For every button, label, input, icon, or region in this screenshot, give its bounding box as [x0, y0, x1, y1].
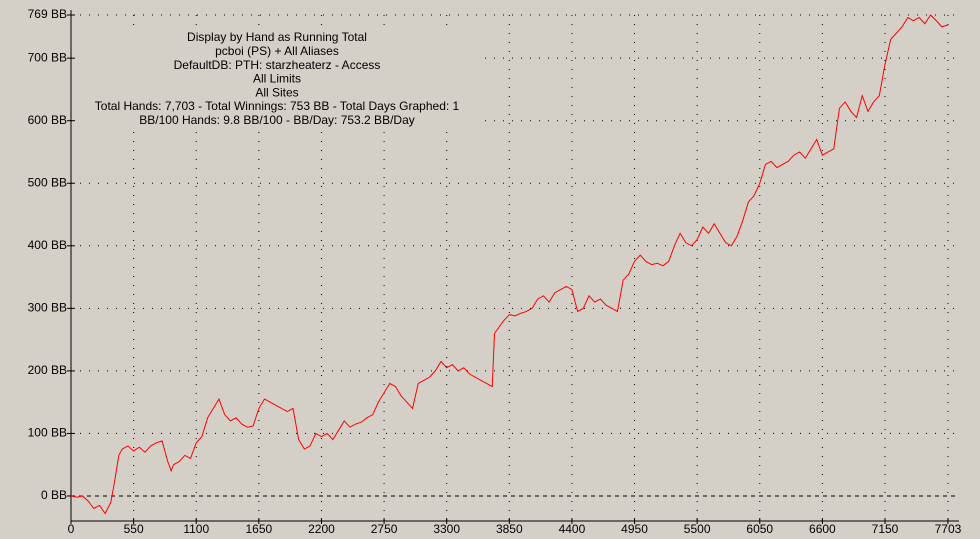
x-tick-label: 4950 — [621, 522, 648, 536]
annotation: pcboi (PS) + All Aliases — [215, 44, 339, 58]
y-tick-label: 600 BB — [28, 113, 67, 127]
annotation: DefaultDB: PTH: starzheaterz - Access — [174, 58, 381, 72]
x-tick-label: 7703 — [935, 522, 962, 536]
y-tick-label: 769 BB — [28, 7, 67, 21]
annotation: All Limits — [253, 72, 301, 86]
y-tick-label: 300 BB — [28, 301, 67, 315]
y-tick-label: 700 BB — [28, 50, 67, 64]
annotation: BB/100 Hands: 9.8 BB/100 - BB/Day: 753.2… — [139, 113, 415, 127]
y-tick-label: 0 BB — [41, 488, 67, 502]
x-tick-label: 3850 — [496, 522, 523, 536]
y-tick-label: 400 BB — [28, 238, 67, 252]
annotation: Display by Hand as Running Total — [187, 30, 367, 44]
x-tick-label: 1100 — [183, 522, 209, 536]
x-tick-label: 2200 — [308, 522, 335, 536]
x-tick-label: 1650 — [245, 522, 272, 536]
y-tick-label: 100 BB — [28, 426, 67, 440]
annotation: All Sites — [255, 85, 298, 99]
x-tick-label: 6050 — [746, 522, 773, 536]
x-tick-label: 550 — [124, 522, 144, 536]
y-tick-label: 500 BB — [28, 175, 67, 189]
x-tick-label: 5500 — [684, 522, 711, 536]
x-tick-label: 0 — [68, 522, 75, 536]
x-tick-label: 2750 — [371, 522, 398, 536]
x-tick-label: 4400 — [559, 522, 586, 536]
x-tick-label: 3300 — [433, 522, 460, 536]
x-tick-label: 7150 — [872, 522, 899, 536]
y-tick-label: 200 BB — [28, 363, 67, 377]
annotation: Total Hands: 7,703 - Total Winnings: 753… — [95, 99, 460, 113]
data-line — [70, 14, 949, 515]
annotation-background — [78, 28, 478, 132]
x-tick-label: 6600 — [809, 522, 836, 536]
